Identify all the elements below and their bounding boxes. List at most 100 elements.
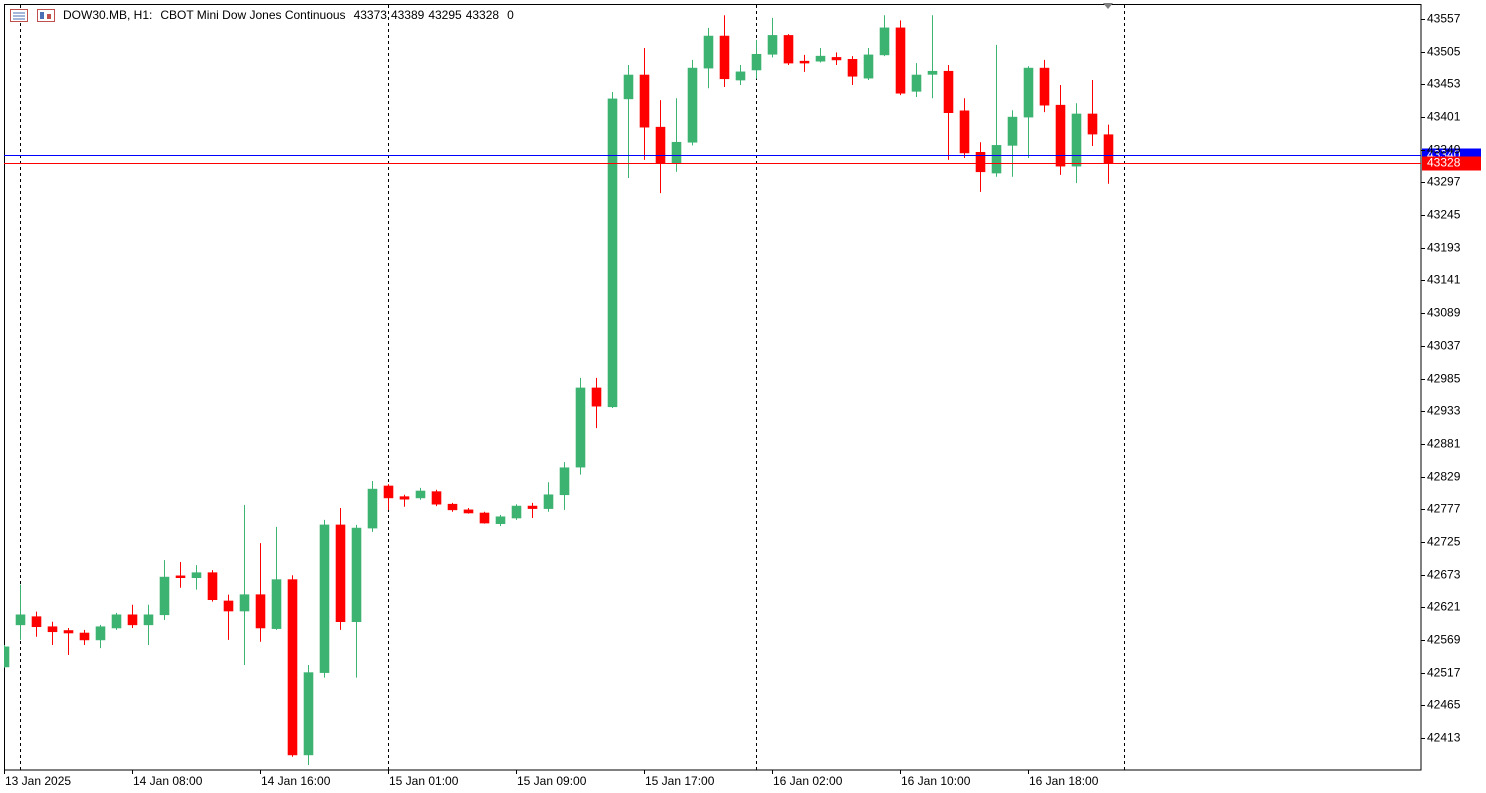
y-tick-label: 43245 xyxy=(1427,208,1461,222)
candle-body xyxy=(79,632,90,641)
y-tick-label: 43349 xyxy=(1427,143,1461,157)
candle-body xyxy=(799,60,810,64)
candle-body xyxy=(95,626,106,641)
candle-body xyxy=(783,35,794,64)
y-tick-label: 43401 xyxy=(1427,110,1461,124)
header: DOW30.MB, H1: CBOT Mini Dow Jones Continu… xyxy=(63,8,514,22)
candle-body xyxy=(1007,116,1018,146)
candle-body xyxy=(1087,113,1098,135)
candle-body xyxy=(335,524,346,623)
candle-body xyxy=(303,672,314,756)
bid-label-box xyxy=(1422,156,1481,171)
y-tick-label: 42673 xyxy=(1427,568,1461,582)
candle-body xyxy=(975,151,986,173)
candle-body xyxy=(351,527,362,623)
y-tick-label: 42517 xyxy=(1427,666,1461,680)
plot-frame xyxy=(4,4,1422,771)
y-tick-label: 43141 xyxy=(1427,273,1461,287)
candle-body xyxy=(511,505,522,519)
candle-body xyxy=(47,626,58,633)
description: CBOT Mini Dow Jones Continuous xyxy=(160,8,345,22)
y-tick-label: 42413 xyxy=(1427,731,1461,745)
candle-body xyxy=(431,491,442,505)
candle-body xyxy=(959,110,970,154)
y-tick-label: 43557 xyxy=(1427,12,1461,26)
candle-body xyxy=(1071,113,1082,167)
candle-body xyxy=(687,67,698,143)
x-tick-label: 13 Jan 2025 xyxy=(5,774,71,788)
candle-body xyxy=(527,505,538,509)
candle-body xyxy=(367,488,378,529)
candle-body xyxy=(671,141,682,164)
header-open: 43373 xyxy=(354,8,388,22)
candle-body xyxy=(415,490,426,499)
y-tick-label: 42881 xyxy=(1427,437,1461,451)
y-tick-label: 42725 xyxy=(1427,535,1461,549)
x-tick-label: 15 Jan 01:00 xyxy=(389,774,459,788)
candle-body xyxy=(591,387,602,407)
y-tick-label: 43193 xyxy=(1427,241,1461,255)
candle-body xyxy=(703,35,714,69)
candle-body xyxy=(319,524,330,673)
candle-body xyxy=(31,616,42,628)
candle-body xyxy=(15,614,26,626)
candle-body xyxy=(927,70,938,75)
candle-body xyxy=(543,494,554,509)
candle-body xyxy=(239,594,250,612)
candle-body xyxy=(479,512,490,524)
x-tick-label: 16 Jan 02:00 xyxy=(773,774,843,788)
bid-label: 43328 xyxy=(1427,156,1461,170)
header-low: 43295 xyxy=(428,8,462,22)
candle-body xyxy=(159,576,170,616)
candle-body xyxy=(847,58,858,77)
candle-body xyxy=(255,594,266,629)
header-icons xyxy=(10,9,55,22)
candle-body xyxy=(4,646,10,668)
candle-body xyxy=(127,614,138,626)
candle-body xyxy=(383,485,394,499)
candles xyxy=(4,15,1114,765)
symbol: DOW30.MB, H1: xyxy=(63,8,152,22)
shift-marker xyxy=(1103,3,1113,9)
candle-body xyxy=(559,467,570,496)
candle-body xyxy=(1039,67,1050,106)
period-separators xyxy=(20,5,1125,770)
candle-body xyxy=(111,614,122,629)
icon xyxy=(47,14,51,19)
candle-body xyxy=(63,630,74,634)
candle-body xyxy=(447,503,458,511)
candle-body xyxy=(287,579,298,756)
y-tick-label: 42569 xyxy=(1427,633,1461,647)
candle-body xyxy=(1023,67,1034,118)
candle-body xyxy=(879,27,890,56)
x-tick-label: 16 Jan 10:00 xyxy=(901,774,971,788)
candle-body xyxy=(1103,134,1114,164)
candle-body xyxy=(207,572,218,601)
candle-body xyxy=(735,71,746,81)
candle-body xyxy=(655,126,666,164)
x-tick-label: 14 Jan 16:00 xyxy=(261,774,331,788)
candle-body xyxy=(831,57,842,61)
y-tick-label: 43453 xyxy=(1427,77,1461,91)
candle-body xyxy=(399,496,410,500)
candle-body xyxy=(767,35,778,55)
candle-body xyxy=(463,509,474,514)
candle-body xyxy=(751,53,762,71)
y-tick-label: 42985 xyxy=(1427,372,1461,386)
candle-body xyxy=(191,572,202,579)
header-close: 43328 xyxy=(466,8,500,22)
y-tick-label: 43089 xyxy=(1427,306,1461,320)
y-tick-label: 43037 xyxy=(1427,339,1461,353)
y-tick-label: 42465 xyxy=(1427,698,1461,712)
candle-body xyxy=(495,516,506,524)
candle-body xyxy=(143,614,154,626)
candle-body xyxy=(271,579,282,629)
candle-body xyxy=(639,74,650,128)
x-tick-label: 14 Jan 08:00 xyxy=(133,774,203,788)
candle-body xyxy=(911,74,922,92)
y-tick-label: 42777 xyxy=(1427,502,1461,516)
